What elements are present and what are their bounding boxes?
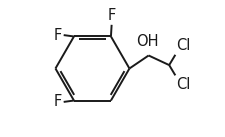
Text: F: F <box>53 28 61 43</box>
Text: Cl: Cl <box>175 38 189 53</box>
Text: Cl: Cl <box>175 77 189 92</box>
Text: F: F <box>53 94 61 109</box>
Text: F: F <box>107 8 115 23</box>
Text: OH: OH <box>135 34 158 49</box>
